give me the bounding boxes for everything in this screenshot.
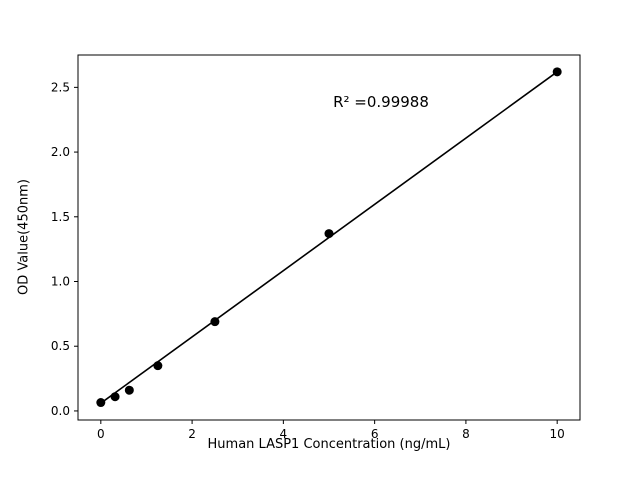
y-tick-label: 0.5 [51,339,70,353]
data-point [110,392,120,402]
y-axis-label: OD Value(450nm) [16,179,32,295]
data-point [124,385,134,395]
x-tick-label: 10 [550,427,565,441]
y-tick-label: 2.5 [51,80,70,94]
x-tick-label: 4 [280,427,288,441]
x-tick-label: 6 [371,427,379,441]
data-point [210,317,220,327]
data-point [96,398,106,408]
x-tick-label: 0 [97,427,105,441]
y-tick-label: 0.0 [51,404,70,418]
axes-box [77,54,581,421]
r-squared-annotation: R² =0.99988 [333,93,429,111]
data-point [552,67,562,77]
data-point [324,229,334,239]
data-point [153,361,163,371]
y-tick-label: 1.5 [51,210,70,224]
x-tick-label: 8 [462,427,470,441]
x-axis-label: Human LASP1 Concentration (ng/mL) [207,437,451,452]
y-tick-label: 2.0 [51,145,70,159]
y-tick-label: 1.0 [51,275,70,289]
x-tick-label: 2 [188,427,196,441]
